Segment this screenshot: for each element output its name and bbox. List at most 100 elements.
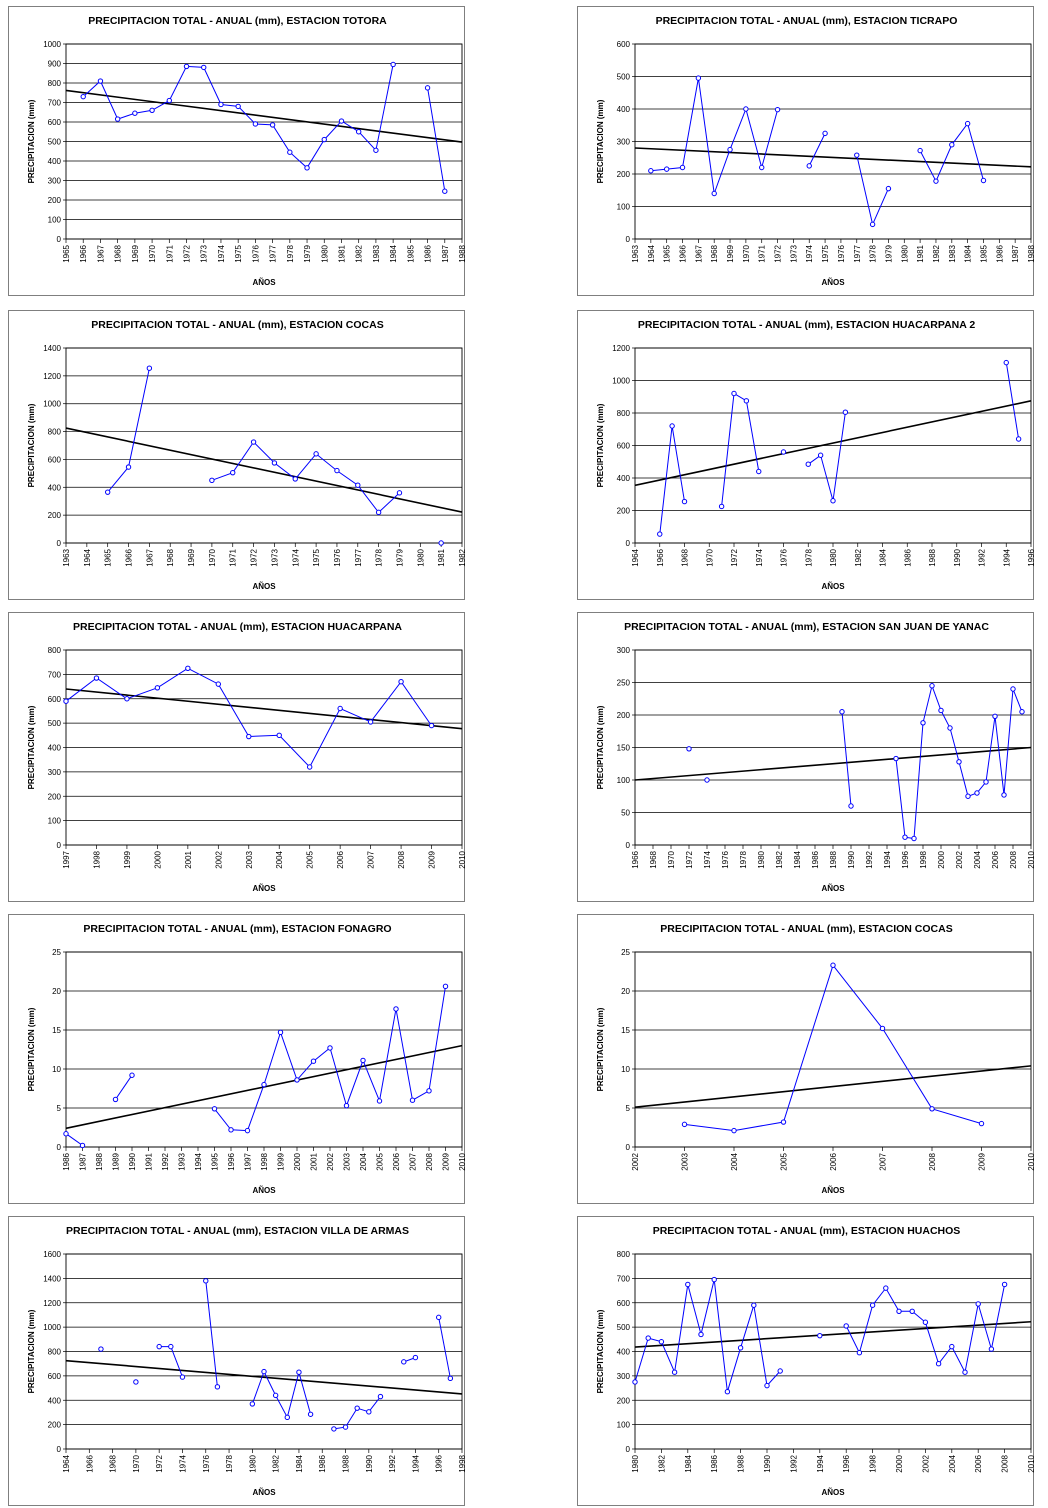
trend-line [634, 147, 1032, 168]
data-point [645, 1335, 651, 1341]
data-point [360, 1057, 366, 1064]
x-tick-label: 2002 [631, 1152, 640, 1170]
data-point [438, 540, 444, 546]
series-line [650, 78, 779, 194]
y-axis-label: PRECIPITACION (mm) [27, 403, 36, 487]
data-point [949, 142, 955, 148]
data-point [133, 1379, 139, 1385]
data-point [276, 732, 282, 739]
x-tick-label: 2007 [409, 1152, 418, 1170]
data-point [893, 755, 899, 762]
data-point [956, 759, 962, 765]
data-point [129, 1072, 135, 1078]
x-tick-label: 2002 [326, 1152, 335, 1170]
y-tick-label: 1200 [43, 1299, 61, 1308]
chart-title: PRECIPITACION TOTAL - ANUAL (mm), ESTACI… [653, 1225, 961, 1237]
series-line [808, 412, 846, 501]
x-tick-label: 1968 [710, 244, 719, 262]
x-tick-label: 1992 [978, 548, 987, 566]
x-tick-label: 1988 [1027, 244, 1036, 262]
x-axis-label: AÑOS [252, 1488, 276, 1497]
data-point [774, 106, 781, 113]
y-tick-label: 700 [617, 1274, 631, 1283]
data-point [671, 1369, 678, 1375]
x-tick-label: 1980 [900, 244, 909, 262]
x-tick-label: 2004 [359, 1152, 368, 1170]
x-tick-label: 2003 [245, 850, 254, 868]
x-tick-label: 1984 [879, 548, 888, 566]
chart-svg: PRECIPITACION TOTAL - ANUAL (mm), ESTACI… [27, 1225, 467, 1497]
x-tick-label: 2006 [991, 850, 1000, 868]
data-point [436, 1314, 442, 1321]
data-point [284, 1414, 290, 1421]
y-tick-label: 0 [626, 235, 631, 244]
y-tick-label: 200 [617, 1396, 631, 1405]
data-point [896, 1308, 902, 1314]
x-tick-label: 2007 [367, 850, 376, 868]
y-axis-label: PRECIPITACION (mm) [596, 1309, 605, 1393]
data-point [1015, 436, 1022, 442]
data-point [885, 185, 892, 192]
x-tick-label: 1966 [79, 244, 88, 262]
x-tick-label: 1968 [114, 244, 123, 262]
x-axis-label: AÑOS [252, 582, 276, 591]
trend-line [65, 427, 463, 513]
data-point [780, 449, 787, 455]
x-tick-label: 1971 [165, 244, 174, 262]
data-point [377, 1393, 384, 1400]
data-point [632, 1379, 638, 1385]
x-tick-label: 2009 [442, 1152, 451, 1170]
x-tick-label: 1997 [244, 1152, 253, 1170]
y-tick-label: 800 [48, 79, 62, 88]
data-point [277, 1029, 284, 1036]
data-point [727, 146, 733, 153]
plot-area [65, 649, 463, 846]
x-tick-label: 1980 [829, 548, 838, 566]
x-tick-label: 1969 [187, 548, 196, 566]
data-point [822, 130, 828, 137]
x-tick-label: 1989 [112, 1152, 121, 1170]
data-point [962, 1369, 968, 1375]
data-point [401, 1359, 407, 1365]
x-tick-label: 2008 [1001, 1454, 1010, 1472]
data-point [250, 439, 257, 445]
data-point [681, 498, 688, 505]
y-tick-label: 0 [57, 235, 62, 244]
x-tick-label: 1988 [737, 1454, 746, 1472]
plot-area [65, 951, 463, 1148]
x-tick-label: 2010 [458, 850, 467, 868]
y-tick-label: 25 [621, 948, 630, 957]
data-point [929, 683, 935, 689]
data-point [313, 451, 319, 457]
x-tick-label: 2001 [184, 850, 193, 868]
series-line [721, 392, 760, 507]
y-tick-label: 800 [48, 646, 62, 655]
x-tick-label: 1985 [406, 244, 415, 262]
x-tick-label: 1966 [656, 548, 665, 566]
data-point [992, 713, 998, 720]
data-point [409, 1097, 416, 1103]
x-tick-label: 1966 [679, 244, 688, 262]
data-point [917, 147, 923, 154]
data-point [398, 678, 404, 685]
x-tick-label: 1963 [631, 244, 640, 262]
data-point [983, 779, 989, 785]
data-point [704, 777, 710, 783]
x-tick-label: 1969 [726, 244, 735, 262]
x-tick-label: 1968 [681, 548, 690, 566]
data-point [342, 1424, 349, 1430]
y-tick-label: 10 [621, 1065, 630, 1074]
data-point [271, 460, 278, 466]
data-point [112, 1096, 119, 1103]
y-tick-label: 600 [617, 442, 631, 451]
data-point [805, 461, 811, 467]
x-tick-label: 2000 [293, 1152, 302, 1170]
x-axis-label: AÑOS [821, 1488, 845, 1497]
data-point [669, 423, 675, 429]
x-tick-label: 2006 [336, 850, 345, 868]
x-tick-label: 2001 [310, 1152, 319, 1170]
chart-svg: PRECIPITACION TOTAL - ANUAL (mm), ESTACI… [596, 15, 1036, 287]
data-point [321, 136, 327, 143]
data-point [203, 1278, 209, 1284]
